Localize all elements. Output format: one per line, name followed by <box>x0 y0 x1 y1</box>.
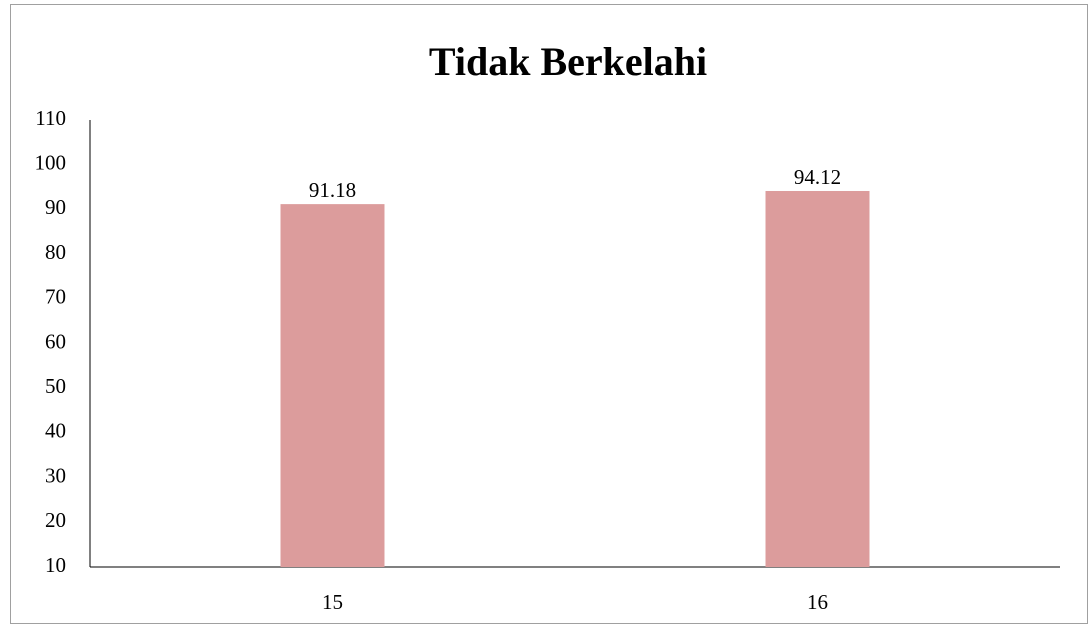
y-tick-label: 20 <box>45 508 66 532</box>
y-tick-label: 100 <box>35 151 67 175</box>
chart-title: Tidak Berkelahi <box>429 39 707 84</box>
x-tick-label: 15 <box>322 590 343 614</box>
y-tick-label: 60 <box>45 329 66 353</box>
y-tick-label: 50 <box>45 374 66 398</box>
y-tick-label: 10 <box>45 553 66 577</box>
y-tick-label: 70 <box>45 285 66 309</box>
chart-frame <box>10 4 1088 624</box>
y-tick-label: 40 <box>45 419 66 443</box>
x-tick-label: 16 <box>807 590 828 614</box>
y-tick-label: 30 <box>45 463 66 487</box>
y-tick-label: 80 <box>45 240 66 264</box>
y-tick-label: 110 <box>35 106 66 130</box>
y-tick-label: 90 <box>45 195 66 219</box>
bar <box>280 204 385 567</box>
data-label: 94.12 <box>794 165 841 189</box>
bar <box>765 190 870 568</box>
data-label: 91.18 <box>309 178 356 202</box>
